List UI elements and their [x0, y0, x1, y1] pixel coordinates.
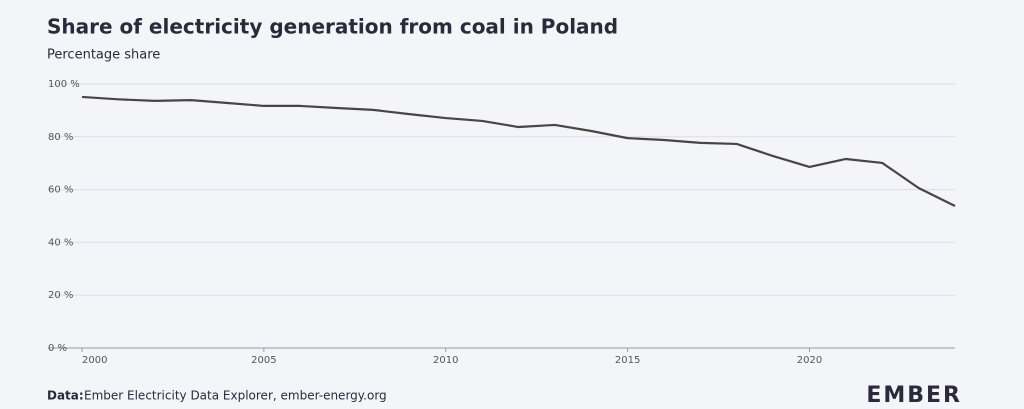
- y-tick-label: 0 %: [48, 343, 67, 354]
- x-tick-label: 2000: [82, 355, 107, 366]
- source-label: Data:: [47, 389, 84, 403]
- chart-title: Share of electricity generation from coa…: [47, 15, 618, 39]
- line: [81, 95, 956, 207]
- source: Ember Electricity Data Explorer, ember-e…: [84, 389, 387, 403]
- x-tick-label: 2005: [251, 355, 276, 366]
- x-tick-label: 2020: [797, 355, 822, 366]
- y-tick-label: 80 %: [48, 132, 73, 143]
- y-tick-label: 20 %: [48, 290, 73, 301]
- y-tick-label: 100 %: [48, 79, 80, 90]
- chart-subtitle: Percentage share: [47, 48, 160, 63]
- x-tick-label: 2015: [615, 355, 640, 366]
- y-tick-label: 60 %: [48, 185, 73, 196]
- x-tick-label: 2010: [433, 355, 458, 366]
- y-tick-label: 40 %: [48, 237, 73, 248]
- logo: EMBER: [866, 383, 962, 408]
